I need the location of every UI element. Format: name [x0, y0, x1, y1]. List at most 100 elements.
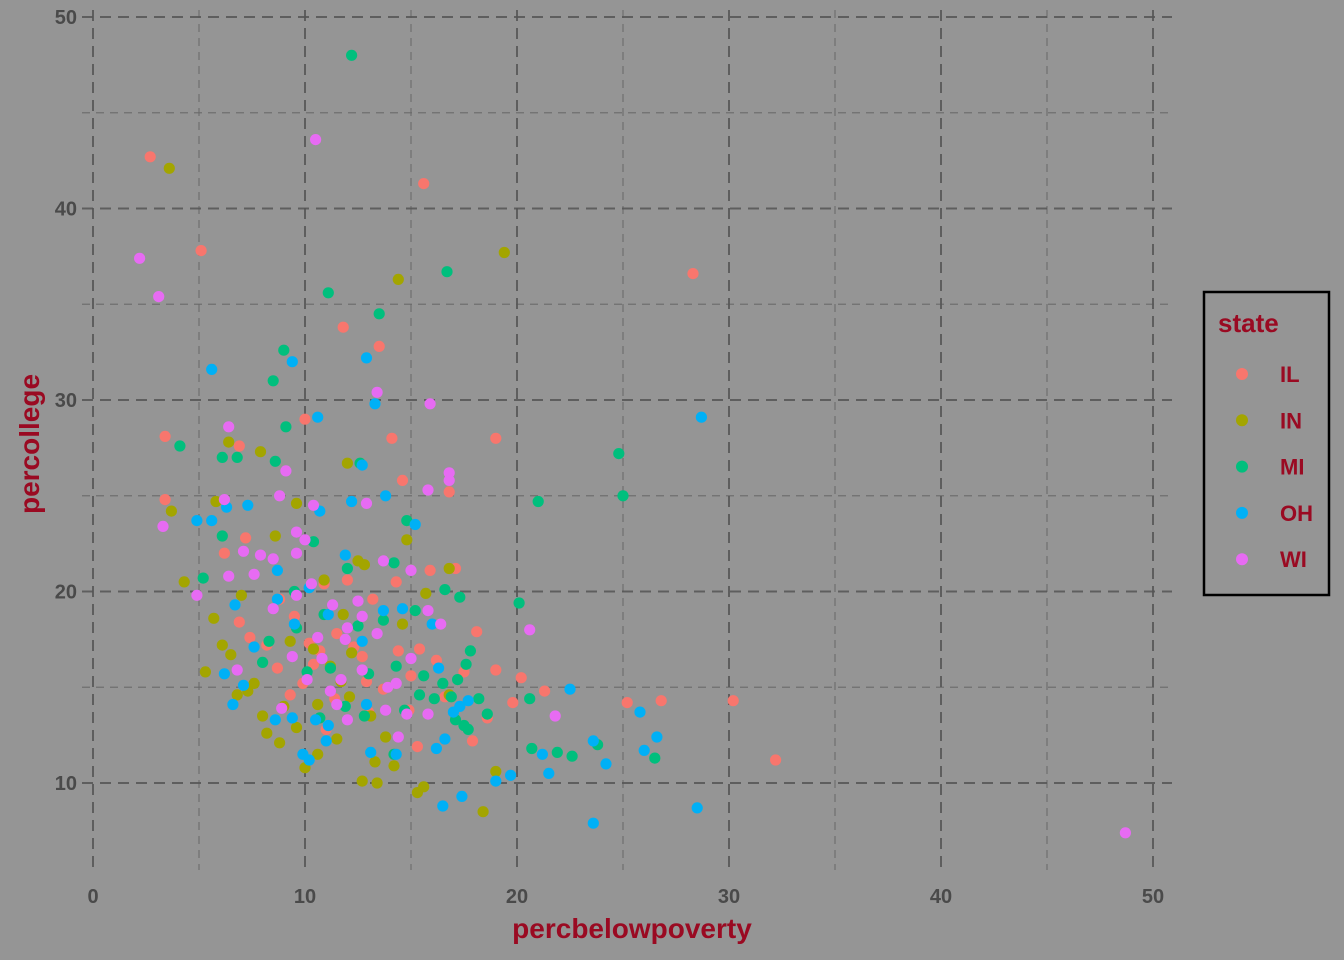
data-point [380, 490, 392, 502]
data-point [356, 610, 368, 623]
data-point [396, 474, 409, 486]
data-point [339, 700, 351, 713]
data-point [278, 344, 290, 356]
data-point [223, 421, 235, 433]
data-point [301, 666, 313, 678]
data-point [159, 494, 171, 506]
data-point [422, 484, 434, 496]
data-point [229, 599, 241, 611]
data-point [471, 626, 483, 638]
data-point [401, 534, 413, 546]
data-point [536, 748, 549, 760]
data-point [466, 735, 479, 747]
series-il [144, 151, 782, 766]
series-wi [134, 134, 1131, 839]
legend-key [1236, 506, 1248, 519]
data-point [248, 641, 260, 653]
data-point [307, 658, 320, 670]
data-point [651, 731, 663, 743]
data-point [322, 608, 334, 621]
data-point [163, 162, 175, 174]
y-tick-label: 20 [55, 582, 77, 604]
data-point [360, 497, 373, 509]
data-point [134, 252, 146, 264]
data-point [322, 287, 334, 299]
data-point [331, 628, 343, 640]
data-point [390, 748, 402, 760]
data-point [240, 532, 252, 544]
data-point [490, 664, 502, 676]
data-point [551, 746, 563, 759]
data-point [515, 672, 527, 684]
data-point [456, 790, 468, 803]
data-point [267, 375, 279, 387]
legend-box [1202, 290, 1331, 597]
legend-label: OH [1280, 501, 1313, 526]
legend-item-il: IL [1236, 362, 1300, 387]
data-point [290, 721, 303, 734]
data-point [318, 574, 330, 586]
data-point [352, 595, 364, 607]
data-point [346, 647, 358, 659]
data-point [267, 553, 279, 565]
data-point [358, 710, 370, 722]
data-point [524, 624, 536, 636]
data-point [231, 664, 243, 676]
data-point [373, 308, 385, 320]
series-in [163, 162, 510, 818]
data-point [261, 727, 273, 739]
data-point [587, 735, 599, 747]
data-point [218, 494, 230, 506]
legend-label: IL [1280, 362, 1300, 387]
data-point [600, 758, 612, 770]
legend-item-oh: OH [1236, 501, 1313, 526]
data-point [312, 698, 324, 711]
series-mi [174, 49, 661, 764]
data-point [244, 631, 256, 644]
y-axis-title: percollege [14, 374, 45, 514]
data-point [401, 515, 413, 527]
data-point [445, 691, 457, 703]
data-point [269, 530, 281, 542]
data-point [233, 440, 245, 452]
data-point [271, 662, 283, 674]
grid-lines [82, 10, 1172, 870]
data-point [237, 679, 250, 691]
data-point [524, 693, 536, 705]
data-point [411, 741, 423, 753]
data-point [227, 698, 239, 711]
data-point [382, 681, 394, 693]
data-point [377, 605, 389, 617]
x-axis-title: percbelowpoverty [512, 913, 752, 944]
data-point [339, 633, 351, 646]
data-point [617, 490, 629, 502]
data-point [424, 398, 436, 410]
data-point [691, 802, 703, 814]
y-tick-label: 10 [55, 773, 77, 795]
data-point [303, 754, 315, 766]
data-point [242, 499, 254, 511]
data-point [371, 628, 383, 640]
data-point [216, 451, 228, 463]
data-point [392, 645, 404, 657]
data-point [235, 589, 247, 601]
data-point [310, 714, 322, 726]
data-point [418, 670, 430, 682]
data-point [401, 708, 413, 720]
x-tick-label: 10 [294, 886, 316, 908]
data-point [305, 578, 317, 590]
y-tick-label: 40 [55, 199, 77, 221]
data-point [770, 754, 782, 766]
data-point [153, 291, 165, 303]
data-point [369, 756, 381, 768]
data-point [269, 455, 281, 467]
data-point [566, 750, 578, 762]
data-point [144, 151, 156, 163]
data-point [549, 710, 561, 722]
data-point [420, 587, 432, 600]
data-point [356, 651, 368, 663]
data-point [307, 643, 320, 655]
data-point [324, 685, 336, 697]
legend-label: WI [1280, 547, 1307, 572]
data-point [159, 430, 171, 442]
